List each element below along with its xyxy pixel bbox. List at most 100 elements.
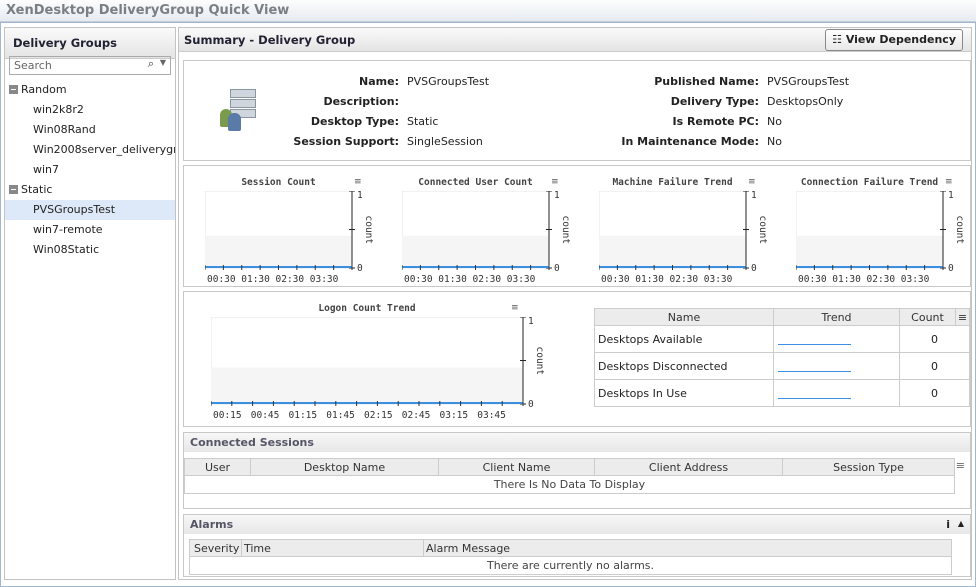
sessions-column-header[interactable]: Session Type: [782, 458, 955, 476]
y-tick-label: 0: [948, 263, 954, 274]
column-menu-icon[interactable]: ≡: [955, 308, 970, 326]
y-tick-label: 0: [528, 399, 534, 410]
tree-group[interactable]: Random: [5, 80, 175, 100]
alarms-panel: Alarms i ▲ Severity Time Alarm Message T…: [183, 514, 971, 577]
alarms-title: Alarms: [184, 515, 970, 534]
chart-menu-icon[interactable]: ≡: [511, 303, 519, 313]
chart-title: Connected User Count: [418, 177, 533, 188]
chart-svg: 1 0 count 00:15 00:45 01:15 01:45 02:15 02:45 03:…: [211, 317, 545, 421]
window-title: XenDesktop DeliveryGroup Quick View: [0, 0, 976, 22]
chart-menu-icon[interactable]: ≡: [354, 177, 362, 187]
connected-sessions-panel: Connected Sessions User Desktop Name Clien…: [183, 432, 971, 509]
tree-item[interactable]: win2k8r2: [33, 103, 84, 116]
tree-group[interactable]: Static: [5, 180, 175, 200]
desktops-row[interactable]: Desktops In Use 0: [594, 379, 970, 407]
summary-panel: Name: PVSGroupsTest Description: Desktop Ty…: [183, 60, 971, 161]
search-input[interactable]: Search ⌕ ▼: [9, 56, 171, 75]
field-label: Description:: [323, 95, 399, 108]
sessions-column-header[interactable]: Desktop Name: [250, 458, 439, 476]
tree-item[interactable]: win7-remote: [33, 223, 103, 236]
chart-title: Session Count: [241, 177, 316, 188]
x-tick-label: 00:30: [798, 274, 827, 285]
y-axis-label: count: [534, 347, 545, 376]
y-axis-label: count: [560, 216, 571, 245]
sessions-column-header[interactable]: Client Address: [594, 458, 783, 476]
column-menu-icon[interactable]: ≡: [955, 459, 965, 472]
chart-svg: 1 0 count 00:30 01:30 02:30 03:30: [402, 191, 571, 285]
field-label: Published Name:: [654, 75, 759, 88]
field-value: SingleSession: [407, 135, 483, 148]
plot-band: [211, 367, 523, 404]
col-time[interactable]: Time: [241, 539, 424, 557]
x-tick-label: 01:30: [635, 274, 664, 285]
tree-item[interactable]: PVSGroupsTest: [5, 200, 175, 220]
chart-menu-icon[interactable]: ≡: [748, 177, 756, 187]
desktops-row[interactable]: Desktops Available 0: [594, 325, 970, 353]
desktop-count: 0: [899, 352, 970, 380]
y-tick-label: 1: [357, 191, 363, 201]
tree-item[interactable]: win7: [33, 163, 60, 176]
summary-field: Desktop Type: Static: [184, 115, 439, 128]
field-label: Name:: [359, 75, 399, 88]
desktops-row[interactable]: Desktops Disconnected 0: [594, 352, 970, 380]
field-value: No: [767, 115, 782, 128]
x-tick-label: 00:30: [601, 274, 630, 285]
x-tick-label: 01:30: [241, 274, 270, 285]
summary-field: Session Support: SingleSession: [184, 135, 483, 148]
chart-menu-icon[interactable]: ≡: [945, 177, 953, 187]
sidebar-title: Delivery Groups: [5, 28, 175, 59]
field-label: Session Support:: [293, 135, 399, 148]
x-tick-label: 00:30: [207, 274, 236, 285]
view-dependency-button[interactable]: ☷ View Dependency: [825, 29, 963, 51]
field-label: Is Remote PC:: [672, 115, 759, 128]
desktops-table: Name Trend Count ≡ Desktops Available 0 De…: [594, 308, 970, 407]
x-tick-label: 01:15: [289, 410, 318, 421]
alarms-empty: There are currently no alarms.: [189, 556, 952, 575]
view-dependency-label: View Dependency: [845, 33, 956, 46]
sessions-column-header[interactable]: Client Name: [438, 458, 595, 476]
field-value: PVSGroupsTest: [767, 75, 850, 88]
trend-sparkline: [773, 325, 900, 353]
y-tick-label: 1: [528, 317, 534, 327]
x-tick-label: 03:30: [310, 274, 339, 285]
collapse-icon[interactable]: [9, 85, 18, 94]
tree-item[interactable]: Win08Static: [33, 243, 100, 256]
delivery-groups-sidebar: Delivery Groups Search ⌕ ▼ Random win2k8r…: [4, 27, 176, 580]
y-tick-label: 1: [751, 191, 757, 201]
col-severity[interactable]: Severity: [189, 539, 242, 557]
tree-item[interactable]: Win08Rand: [33, 123, 96, 136]
y-tick-label: 1: [554, 191, 560, 201]
y-tick-label: 1: [948, 191, 954, 201]
collapse-icon[interactable]: ▲: [957, 519, 964, 528]
info-icon[interactable]: i: [946, 518, 950, 531]
sessions-column-header[interactable]: User: [184, 458, 251, 476]
x-tick-label: 02:45: [402, 410, 431, 421]
search-icon[interactable]: ⌕: [147, 57, 154, 70]
delivery-group-tree: Random win2k8r2 Win08Rand Win2008server_del…: [5, 80, 175, 260]
field-label: In Maintenance Mode:: [621, 135, 759, 148]
search-placeholder: Search: [14, 59, 52, 72]
chart-title: Connection Failure Trend: [800, 177, 939, 188]
tree-item[interactable]: Win2008server_deliverygrou: [33, 143, 175, 156]
sparkline-line: [778, 370, 851, 372]
y-axis-label: count: [954, 216, 965, 245]
desktop-count: 0: [899, 325, 970, 353]
col-trend[interactable]: Trend: [773, 308, 900, 326]
x-tick-label: 02:30: [276, 274, 305, 285]
chevron-down-icon[interactable]: ▼: [159, 58, 166, 67]
x-tick-label: 02:30: [867, 274, 896, 285]
y-tick-label: 0: [357, 263, 363, 274]
x-tick-label: 02:30: [473, 274, 502, 285]
summary-title-text: Summary - Delivery Group: [184, 33, 356, 47]
desktop-state: Desktops Available: [594, 325, 774, 353]
col-alarm-message[interactable]: Alarm Message: [423, 539, 952, 557]
summary-field: Description:: [184, 95, 407, 108]
collapse-icon[interactable]: [9, 185, 18, 194]
col-count[interactable]: Count: [899, 308, 956, 326]
summary-field: Delivery Type: DesktopsOnly: [544, 95, 844, 108]
sparkline-line: [778, 397, 851, 399]
chart-menu-icon[interactable]: ≡: [551, 177, 559, 187]
col-name[interactable]: Name: [594, 308, 774, 326]
alarms-table: Severity Time Alarm Message There are cu…: [189, 539, 952, 575]
summary-field: In Maintenance Mode: No: [544, 135, 782, 148]
